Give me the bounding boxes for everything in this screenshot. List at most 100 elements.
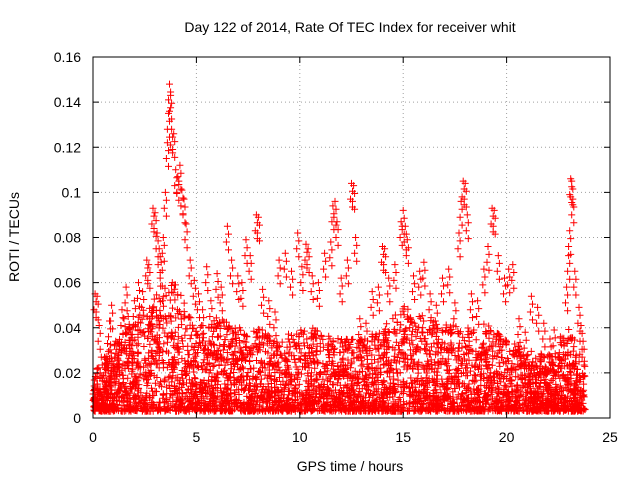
y-tick-label: 0.04 [54,320,81,336]
data-point [381,245,389,253]
data-point [177,202,185,210]
data-point [504,281,512,289]
data-point [385,274,393,282]
data-point [234,272,242,280]
data-point [327,238,335,246]
data-point [419,274,427,282]
data-point [162,196,170,204]
data-point [386,298,394,306]
data-point [467,290,475,298]
data-point [247,275,255,283]
data-point [397,218,405,226]
data-point [555,349,563,357]
y-tick-label: 0.02 [54,365,81,381]
data-point [142,272,150,280]
data-point [514,331,522,338]
data-point [426,290,434,298]
data-point [375,307,383,315]
data-point [199,306,207,314]
data-point [320,265,328,273]
data-point [425,306,433,314]
data-point [225,246,232,254]
data-point [171,153,179,161]
data-point [107,317,115,325]
data-point [187,280,195,288]
data-point [216,299,224,307]
data-point [282,273,290,281]
data-point [218,307,226,315]
data-point [564,267,572,275]
data-point [121,323,129,331]
data-point [305,269,313,276]
data-point [421,282,429,290]
data-point [570,283,578,291]
data-point [569,195,577,203]
data-point [351,190,359,197]
data-point [123,291,131,299]
data-point [551,334,559,342]
data-point [181,236,189,244]
y-tick-label: 0.12 [54,139,81,155]
data-point [458,221,466,229]
data-point [264,313,272,320]
data-point [126,326,134,334]
data-point [363,327,371,335]
data-point [256,221,263,229]
data-point [168,125,176,133]
data-point [282,257,290,265]
data-point [93,292,101,300]
data-point [432,301,440,309]
data-point [461,179,469,187]
data-point [494,252,502,260]
y-axis-tick-labels: 0 0.02 0.04 0.06 0.08 0.1 0.12 0.14 0.16 [54,49,81,426]
data-point [460,195,468,203]
data-point [189,292,197,300]
data-point [245,267,253,275]
data-point [183,244,191,252]
data-point [344,264,352,272]
data-point [304,245,312,253]
data-point [181,203,189,211]
data-point [165,96,172,104]
data-point [564,291,572,299]
data-point [242,236,250,244]
data-point [125,342,133,350]
data-point [288,267,295,275]
data-point [101,369,109,377]
data-point [458,205,466,213]
data-point [186,256,194,264]
data-point [404,244,412,252]
data-point [239,302,247,310]
data-point [227,272,234,280]
data-point [452,323,460,331]
data-point [350,182,358,190]
data-point [417,291,425,299]
data-point [368,288,376,296]
data-point [562,299,569,307]
data-point [516,338,524,346]
data-point [295,237,303,245]
data-point [545,351,553,359]
data-point [169,146,177,153]
data-point [363,343,371,351]
data-point [238,279,246,287]
data-point [307,288,315,296]
data-point [94,337,102,345]
data-point [165,147,172,155]
data-point [149,204,157,212]
y-tick-label: 0 [73,410,81,426]
data-point [444,281,452,289]
data-point [433,325,441,333]
data-point [183,228,191,236]
data-point [463,211,471,219]
data-point [578,353,586,361]
data-point [351,249,359,257]
data-point [178,186,186,194]
data-point [146,269,154,276]
data-point [400,214,408,222]
data-point [200,329,208,337]
data-point [392,284,400,292]
data-point [416,267,424,275]
data-point [575,303,583,311]
x-tick-label: 20 [499,429,515,445]
